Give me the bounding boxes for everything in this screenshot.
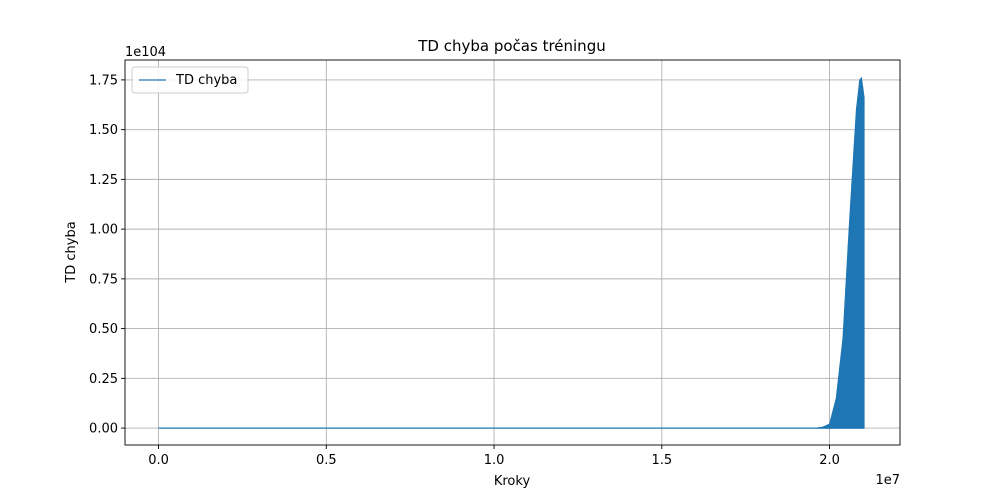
plot-frame [124, 59, 901, 446]
series-td-chyba [158, 76, 865, 429]
y-tick-label: 0.00 [89, 422, 118, 437]
y-tick-label: 1.75 [89, 73, 118, 88]
y-tick-label: 1.00 [89, 223, 118, 238]
y-tick-label: 1.50 [89, 123, 118, 138]
legend-label-td-chyba: TD chyba [175, 73, 237, 88]
legend: TD chyba [131, 66, 249, 94]
x-tick-label: 0.0 [148, 453, 169, 468]
x-axis-label: Kroky [494, 474, 531, 489]
x-tick-label: 2.0 [819, 453, 840, 468]
x-tick-label: 1.0 [484, 453, 505, 468]
y-axis-label: TD chyba [64, 221, 79, 283]
y-axis-ticks: 0.00 0.25 0.50 0.75 1.00 1.25 1.50 1.75 [89, 73, 125, 437]
x-tick-label: 0.5 [316, 453, 337, 468]
chart-title: TD chyba počas tréningu [417, 37, 605, 55]
x-tick-label: 1.5 [651, 453, 672, 468]
legend-box [131, 66, 249, 94]
grid [125, 60, 900, 445]
y-tick-label: 0.25 [89, 372, 118, 387]
x-axis-offset-label: 1e7 [875, 473, 900, 488]
y-tick-label: 0.75 [89, 272, 118, 287]
y-axis-offset-label: 1e104 [125, 45, 166, 60]
y-tick-label: 1.25 [89, 173, 118, 188]
y-tick-label: 0.50 [89, 322, 118, 337]
x-axis-ticks: 0.0 0.5 1.0 1.5 2.0 [148, 445, 840, 468]
